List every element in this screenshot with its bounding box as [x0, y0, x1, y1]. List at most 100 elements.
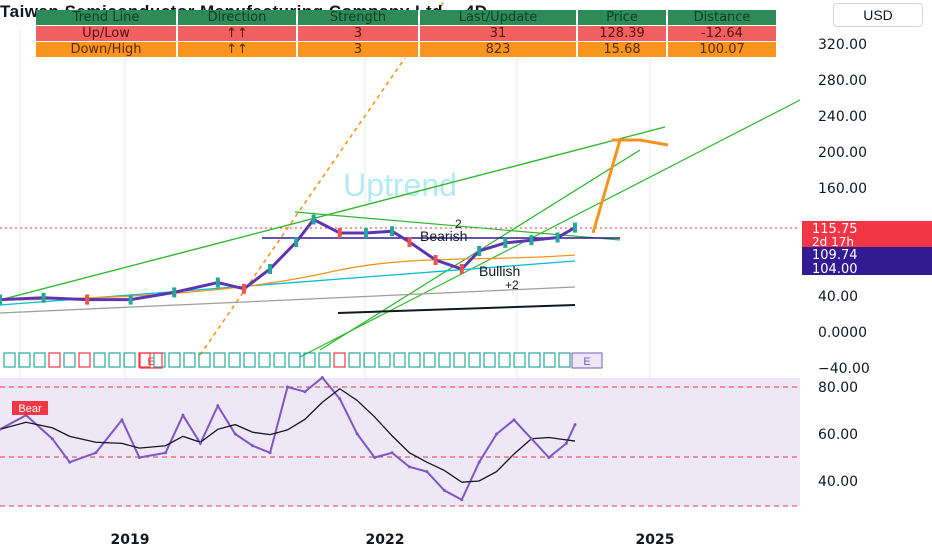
earnings-flag[interactable]	[228, 352, 241, 368]
level-2-value: 104.00	[812, 262, 858, 277]
earnings-flag[interactable]	[408, 352, 421, 368]
cell: 31	[419, 25, 578, 42]
price-tick-label: 0.0000	[818, 325, 867, 341]
earnings-flag[interactable]	[483, 352, 496, 368]
price-tick-label: −40.00	[818, 361, 870, 377]
earnings-flag[interactable]	[528, 352, 541, 368]
price-point	[390, 226, 395, 237]
earnings-flag[interactable]	[33, 352, 46, 368]
earnings-flag[interactable]	[378, 352, 391, 368]
earnings-flag[interactable]	[213, 352, 226, 368]
price-tick-label: 320.00	[818, 37, 867, 53]
rising-support-line	[299, 99, 801, 358]
rsi-point	[373, 456, 377, 459]
price-point	[573, 222, 577, 233]
rsi-axis: 80.00 60.00 40.00	[818, 380, 858, 490]
earnings-flag[interactable]	[468, 352, 481, 368]
price-point	[0, 294, 2, 305]
cell: 3	[297, 25, 420, 42]
rsi-point	[0, 427, 2, 431]
price-point	[477, 246, 482, 256]
price-point	[311, 214, 316, 225]
earnings-flag[interactable]	[243, 352, 256, 368]
rsi-point	[495, 432, 499, 436]
cell: Up/Low	[36, 25, 178, 42]
price-point	[294, 237, 299, 247]
price-point	[407, 237, 412, 247]
earnings-flag[interactable]	[3, 352, 16, 368]
ma-gray	[0, 286, 576, 314]
earnings-flag[interactable]	[48, 352, 61, 368]
earnings-flag[interactable]	[198, 352, 211, 368]
earnings-flag[interactable]	[153, 352, 166, 368]
rsi-point	[564, 441, 568, 445]
earnings-flag[interactable]	[438, 352, 451, 368]
rsi-point	[573, 423, 577, 427]
earnings-flag[interactable]	[93, 352, 106, 368]
projection-arrow-head	[612, 138, 669, 147]
earnings-flag[interactable]	[78, 352, 91, 368]
earnings-flag[interactable]	[108, 352, 121, 368]
earnings-flag[interactable]	[183, 352, 196, 368]
price-point	[555, 232, 560, 243]
earnings-flag[interactable]	[498, 352, 511, 368]
trend-row-down-high: Down/High ↑↑ 3 823 15.68 100.07	[36, 41, 778, 58]
bear-tag-box	[12, 401, 48, 415]
col-direction: Direction	[177, 10, 298, 26]
rsi-point	[68, 460, 72, 464]
price-point	[172, 287, 177, 298]
rsi-tick-label: 60.00	[818, 427, 858, 443]
price-point	[268, 264, 273, 274]
price-point	[337, 228, 342, 238]
earnings-flag[interactable]	[558, 352, 571, 368]
earnings-flag[interactable]	[453, 352, 466, 368]
price-point	[529, 235, 534, 246]
earnings-flag[interactable]	[273, 352, 286, 368]
earnings-flag[interactable]	[63, 352, 76, 368]
rsi-point	[164, 451, 168, 455]
earnings-flag-label: E	[147, 356, 154, 368]
rsi-point	[303, 390, 307, 394]
earnings-flag[interactable]	[363, 352, 376, 368]
price-tick-label: 40.00	[818, 289, 858, 305]
earnings-flag[interactable]	[168, 352, 181, 368]
earnings-flag[interactable]	[123, 352, 136, 368]
rsi-point	[338, 397, 342, 401]
col-strength: Strength	[297, 10, 420, 26]
earnings-flag[interactable]	[303, 352, 316, 368]
price-point	[459, 264, 464, 274]
rsi-series	[0, 376, 577, 502]
cell: ↑↑	[177, 25, 298, 42]
earnings-flag[interactable]	[333, 352, 346, 368]
earnings-flag[interactable]	[348, 352, 361, 368]
trend-table-header: Trend Line Direction Strength Last/Updat…	[36, 10, 778, 26]
rsi-point	[460, 498, 464, 502]
price-point	[85, 294, 90, 305]
rsi-point	[529, 437, 533, 441]
rsi-signal-line	[0, 387, 576, 483]
earnings-flag[interactable]	[288, 352, 301, 368]
earnings-flag[interactable]	[393, 352, 406, 368]
earnings-flag[interactable]	[18, 352, 31, 368]
earnings-flag[interactable]	[318, 352, 331, 368]
earnings-flag-next[interactable]	[571, 352, 603, 369]
rsi-point	[137, 456, 141, 459]
rsi-tick-label: 80.00	[818, 380, 858, 396]
earnings-flag-red[interactable]	[139, 352, 163, 369]
currency-button[interactable]: USD	[833, 3, 923, 27]
black-base-line	[337, 304, 576, 314]
earnings-flag[interactable]	[423, 352, 436, 368]
earnings-flag[interactable]	[513, 352, 526, 368]
rsi-point	[286, 385, 289, 389]
bullish-label: Bullish	[479, 263, 520, 279]
col-price: Price	[577, 10, 668, 26]
price-tick-label: 160.00	[818, 181, 867, 197]
price-point	[128, 294, 133, 305]
earnings-flag[interactable]	[258, 352, 271, 368]
price-axis: 320.00280.00240.00200.00160.0080.0040.00…	[818, 37, 870, 377]
rsi-point	[547, 456, 551, 459]
cell: 100.07	[667, 41, 778, 58]
earnings-flag[interactable]	[543, 352, 556, 368]
